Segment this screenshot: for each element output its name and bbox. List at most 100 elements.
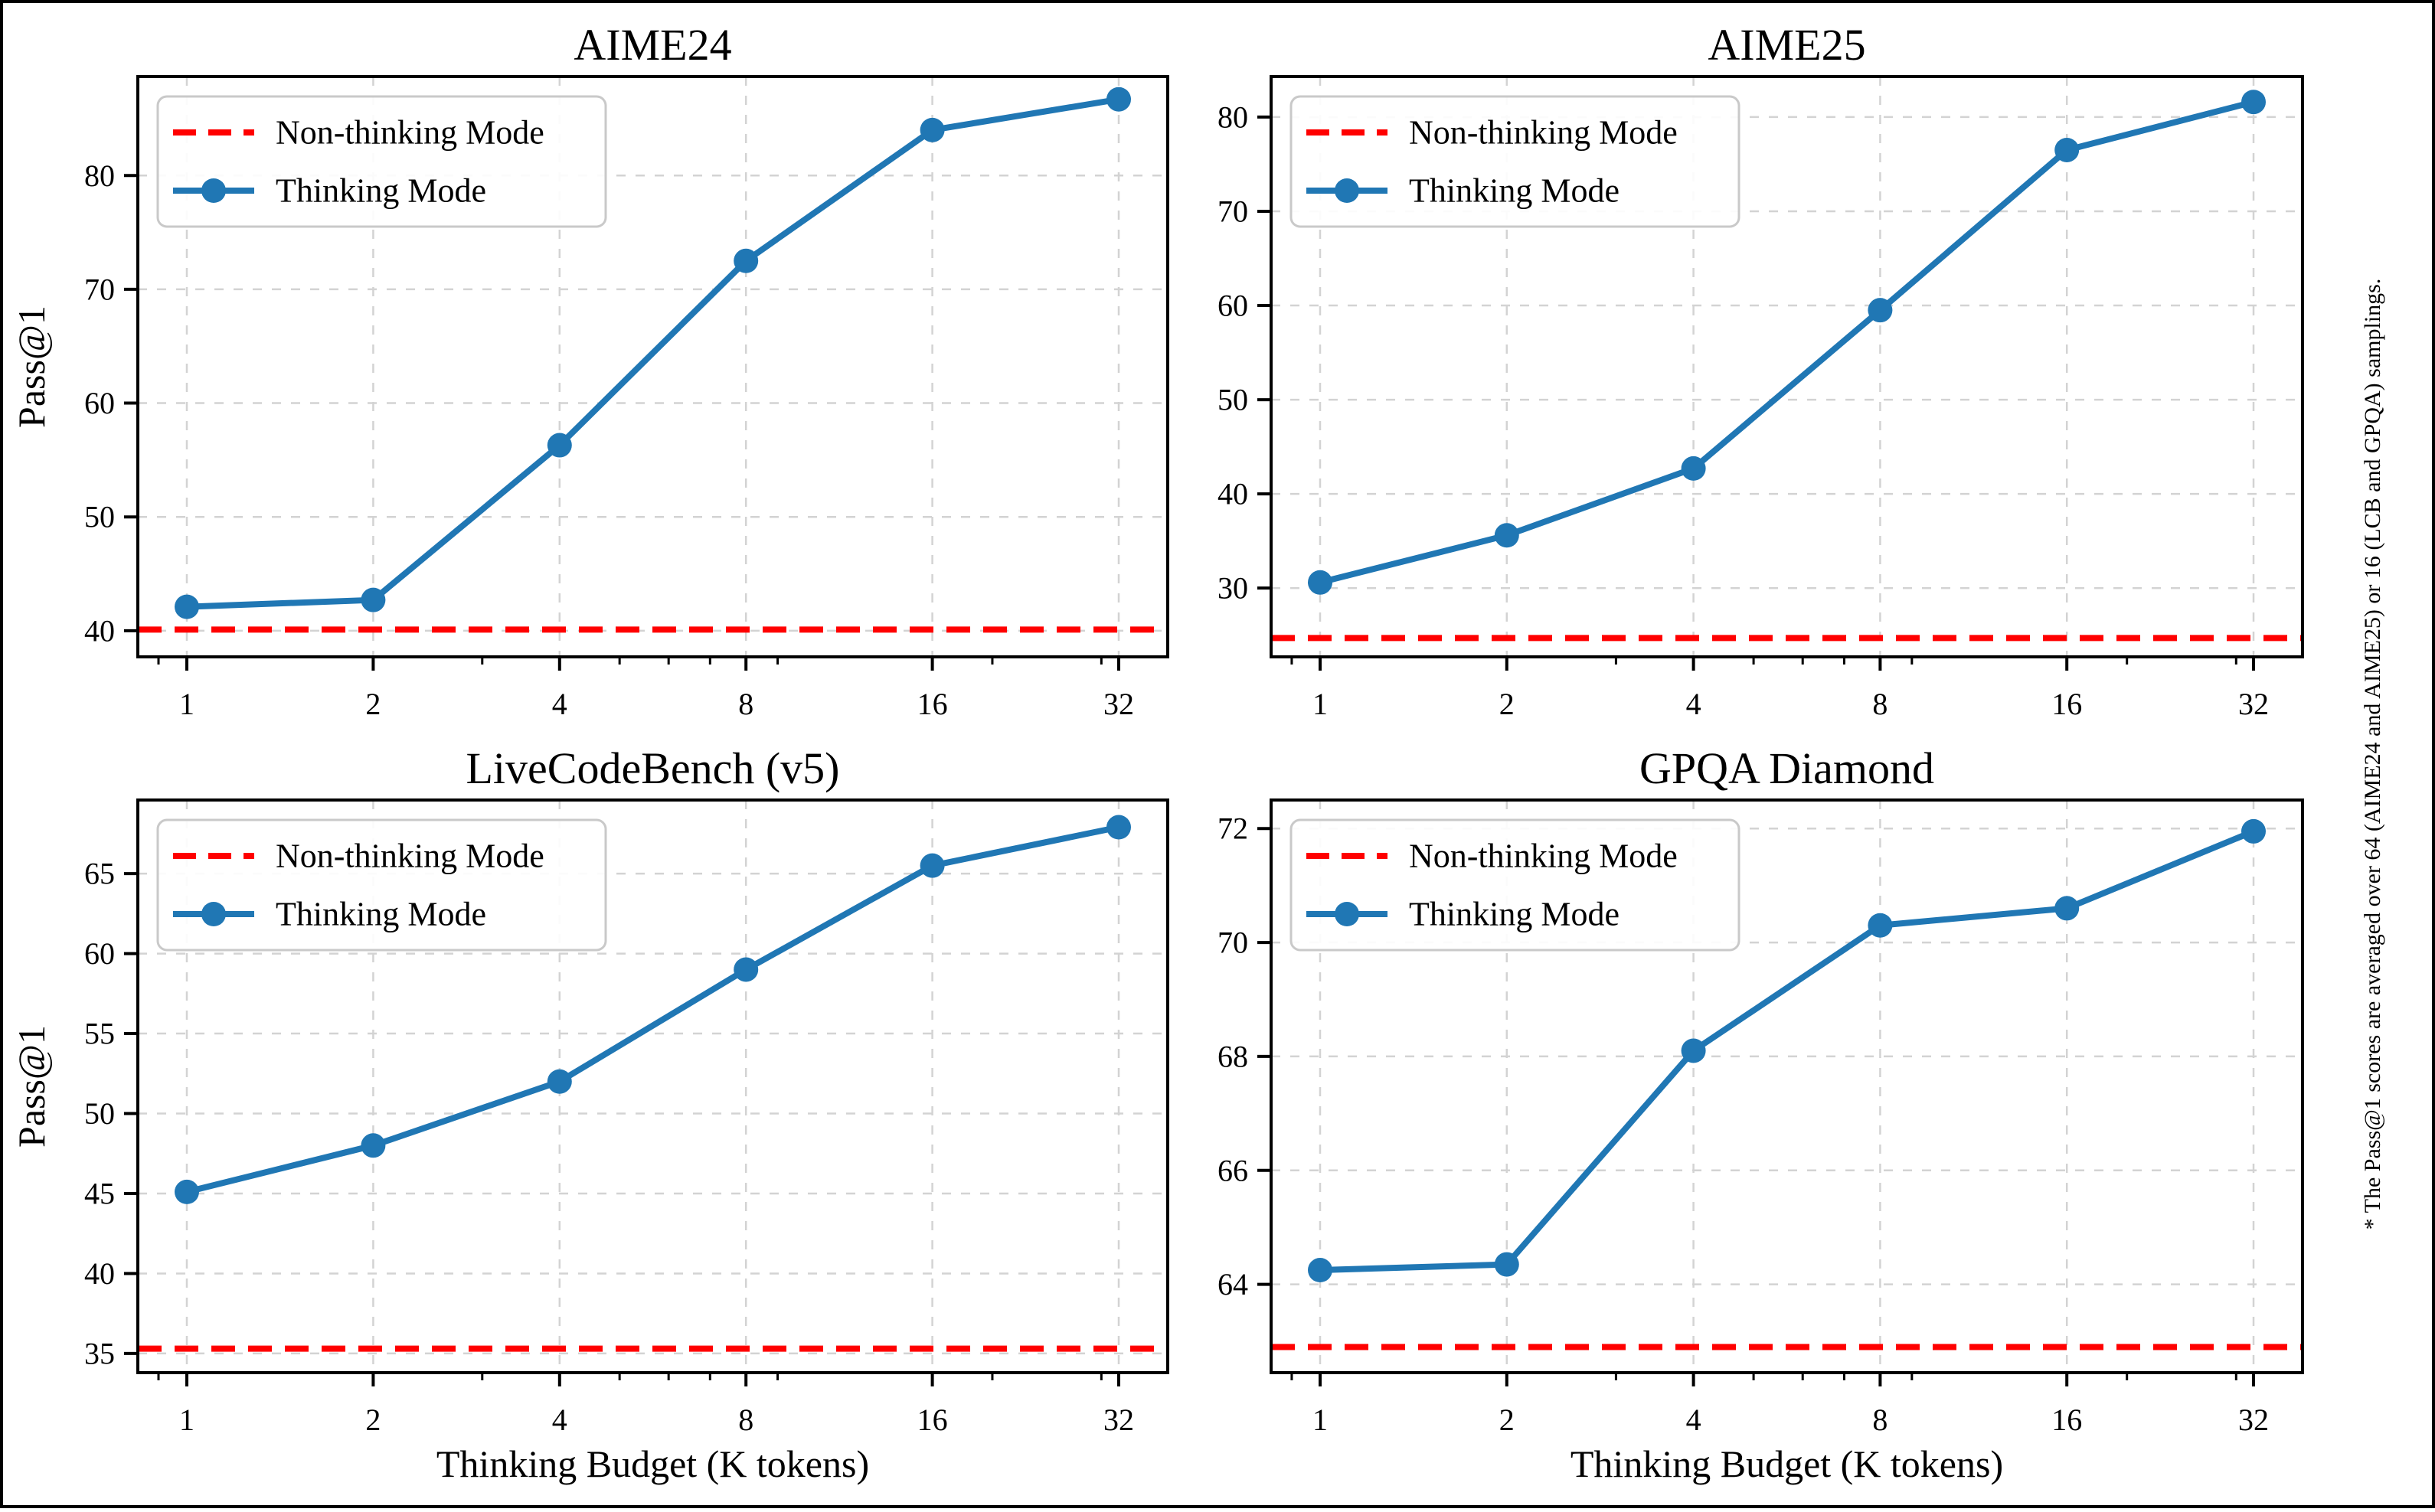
legend-thinking-marker: [201, 902, 226, 926]
data-point: [734, 248, 759, 273]
x-tick-label: 2: [365, 1403, 381, 1437]
y-axis-label: Pass@1: [10, 1025, 53, 1148]
legend-non-thinking-label: Non-thinking Mode: [1409, 838, 1678, 875]
axes-spine: [136, 75, 1169, 658]
thinking-line: [184, 824, 1122, 1195]
y-tick-label: 60: [84, 386, 115, 420]
y-tick-label: 64: [1218, 1267, 1248, 1301]
x-axis-label: Thinking Budget (K tokens): [1570, 1442, 2003, 1485]
data-point: [920, 117, 945, 142]
panel-gpqa-diamond: 1 2 4 8 16 32 64 66 68 70 72 GPQA Diamond Thinking B…: [1218, 743, 2304, 1485]
data-point: [1681, 1038, 1706, 1063]
data-point: [1308, 1258, 1332, 1283]
legend-non-thinking-label: Non-thinking Mode: [1409, 114, 1678, 152]
x-tick-label: 32: [1103, 687, 1134, 721]
thinking-line: [184, 96, 1122, 610]
y-tick-label: 70: [1218, 194, 1248, 228]
data-point: [1681, 456, 1706, 481]
data-point: [547, 433, 572, 458]
y-tick-label: 60: [1218, 289, 1248, 323]
legend-thinking-marker: [1335, 178, 1359, 203]
x-tick-label: 1: [179, 687, 194, 721]
x-tick-label: 2: [1499, 687, 1515, 721]
y-tick-label: 30: [1218, 571, 1248, 606]
y-tick-label: 72: [1218, 812, 1248, 846]
y-tick-label: 66: [1218, 1153, 1248, 1187]
footnote: * The Pass@1 scores are averaged over 64…: [2360, 279, 2385, 1230]
x-tick-label: 16: [2051, 1403, 2082, 1437]
y-tick-label: 70: [1218, 926, 1248, 960]
x-tick-label: 8: [1872, 1403, 1888, 1437]
data-point: [361, 587, 386, 612]
legend-thinking-label: Thinking Mode: [276, 172, 486, 210]
data-point: [1868, 913, 1893, 938]
y-tick-label: 80: [84, 158, 115, 193]
data-point: [547, 1069, 572, 1094]
panel-title: AIME24: [574, 20, 731, 70]
y-axis-label: Pass@1: [10, 305, 53, 428]
thinking-line: [1317, 99, 2257, 586]
panel-livecodebench-v5: 1 2 4 8 16 32 35 40 45 50 55 60 65 LiveCodeBench (v5)…: [10, 743, 1169, 1485]
panel-title: LiveCodeBench (v5): [466, 743, 839, 793]
y-tick-label: 80: [1218, 100, 1248, 134]
y-tick-label: 65: [84, 857, 115, 891]
legend-box: [156, 95, 607, 228]
panel-title: GPQA Diamond: [1639, 743, 1934, 793]
axes-spine: [1270, 75, 2304, 658]
data-point: [1868, 298, 1893, 323]
x-tick-label: 8: [738, 1403, 753, 1437]
panel-title: AIME25: [1708, 20, 1865, 70]
x-tick-label: 16: [917, 687, 948, 721]
y-tick-label: 40: [84, 613, 115, 648]
legend-thinking-marker: [1335, 902, 1359, 926]
axes-spine: [136, 798, 1169, 1374]
legend: Non-thinking Mode Thinking Mode: [1289, 95, 1740, 228]
y-tick-label: 70: [84, 272, 115, 306]
y-tick-label: 60: [84, 936, 115, 971]
data-point: [920, 853, 945, 878]
data-point: [2241, 90, 2266, 115]
x-tick-label: 32: [1103, 1403, 1134, 1437]
x-tick-label: 32: [2238, 1403, 2269, 1437]
x-tick-label: 2: [1499, 1403, 1515, 1437]
data-point: [734, 957, 759, 982]
data-point: [2054, 896, 2080, 921]
legend-box: [1289, 818, 1740, 952]
legend-non-thinking-label: Non-thinking Mode: [276, 838, 544, 875]
legend-non-thinking-label: Non-thinking Mode: [276, 114, 544, 152]
data-point: [1494, 1252, 1519, 1277]
x-tick-label: 4: [1686, 1403, 1701, 1437]
y-tick-label: 40: [84, 1256, 115, 1291]
thinking-line: [1317, 828, 2257, 1274]
data-point: [2241, 818, 2266, 844]
x-tick-label: 16: [2051, 687, 2082, 721]
data-point: [1106, 815, 1131, 840]
legend: Non-thinking Mode Thinking Mode: [1289, 818, 1740, 952]
legend-thinking-label: Thinking Mode: [1409, 172, 1620, 210]
y-tick-label: 35: [84, 1336, 115, 1370]
data-point: [2054, 137, 2080, 162]
data-point: [175, 594, 199, 619]
axes-spine: [1270, 798, 2304, 1374]
legend-thinking-label: Thinking Mode: [276, 896, 486, 933]
legend-thinking-marker: [201, 178, 226, 203]
x-tick-label: 32: [2238, 687, 2269, 721]
y-tick-label: 50: [84, 1096, 115, 1131]
x-axis-label: Thinking Budget (K tokens): [436, 1442, 869, 1485]
legend-box: [156, 818, 607, 952]
y-tick-label: 40: [1218, 477, 1248, 511]
panel-aime25: 1 2 4 8 16 32 30 40 50 60 70 80 AIME25 Non-thinking M…: [1218, 20, 2304, 721]
x-tick-label: 8: [1872, 687, 1888, 721]
data-point: [1308, 570, 1332, 595]
y-tick-label: 50: [84, 500, 115, 534]
legend-box: [1289, 95, 1740, 228]
x-tick-label: 4: [552, 1403, 567, 1437]
x-tick-label: 16: [917, 1403, 948, 1437]
y-tick-label: 45: [84, 1176, 115, 1210]
legend-thinking-label: Thinking Mode: [1409, 896, 1620, 933]
y-tick-label: 68: [1218, 1039, 1248, 1073]
x-tick-label: 1: [1312, 687, 1328, 721]
data-point: [1494, 523, 1519, 548]
